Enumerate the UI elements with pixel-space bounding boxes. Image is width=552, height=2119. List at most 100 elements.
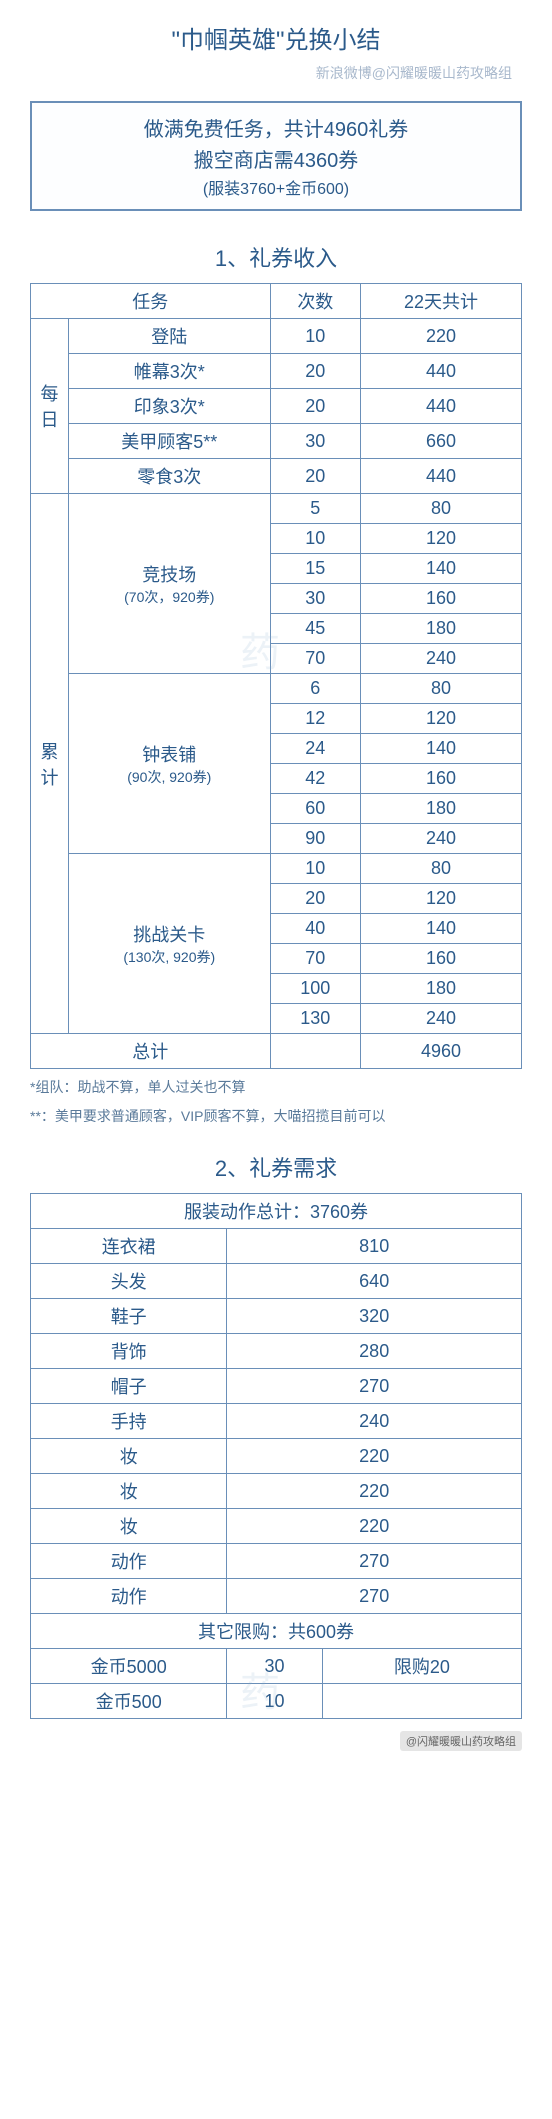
table-row: 零食3次 20 440 [31,459,522,494]
cell: 5 [270,494,361,524]
cell: 12 [270,704,361,734]
cell: 帽子 [31,1369,227,1404]
other-header: 其它限购：共600券 [31,1614,522,1649]
group-label: 挑战关卡 (130次, 920券) [69,854,271,1034]
table-row: 累计 竞技场 (70次，920券) 5 80 [31,494,522,524]
header-count: 次数 [270,284,361,319]
table-row: 妆220 [31,1474,522,1509]
cell: 270 [227,1544,522,1579]
cell: 120 [361,524,522,554]
section2-title: 2、礼券需求 [30,1151,522,1183]
cell: 120 [361,884,522,914]
cell: 280 [227,1334,522,1369]
table-row: 妆220 [31,1439,522,1474]
cell: 320 [227,1299,522,1334]
cell: 10 [270,319,361,354]
cell: 640 [227,1264,522,1299]
cell: 15 [270,554,361,584]
cell: 220 [361,319,522,354]
cell: 220 [227,1439,522,1474]
cell: 660 [361,424,522,459]
cell: 180 [361,794,522,824]
table-row: 动作270 [31,1544,522,1579]
page-title: "巾帼英雄"兑换小结 [30,20,522,55]
cell: 金币500 [31,1684,227,1719]
cell: 妆 [31,1474,227,1509]
cell: 6 [270,674,361,704]
demand-table: 服装动作总计：3760券 连衣裙810 头发640 鞋子320 背饰280 帽子… [30,1193,522,1719]
cell: 440 [361,354,522,389]
summary-line3: (服装3760+金币600) [44,175,508,199]
cell: 140 [361,914,522,944]
table-row: 连衣裙810 [31,1229,522,1264]
table-header-row: 服装动作总计：3760券 [31,1194,522,1229]
cell: 20 [270,884,361,914]
table-header-row: 任务 次数 22天共计 [31,284,522,319]
table-row: 手持240 [31,1404,522,1439]
table-row: 印象3次* 20 440 [31,389,522,424]
cell: 30 [270,424,361,459]
cell: 130 [270,1004,361,1034]
cell: 180 [361,614,522,644]
cell: 70 [270,944,361,974]
cell: 80 [361,674,522,704]
cell: 100 [270,974,361,1004]
table-row: 背饰280 [31,1334,522,1369]
cell: 180 [361,974,522,1004]
cell: 270 [227,1369,522,1404]
table-row: 动作270 [31,1579,522,1614]
cell: 160 [361,944,522,974]
header-task: 任务 [31,284,271,319]
cell: 240 [361,644,522,674]
cell [270,1034,361,1069]
cell: 美甲顾客5** [69,424,271,459]
cumulative-label: 累计 [31,494,69,1034]
group-name: 竞技场 [142,565,196,585]
table-row: 帷幕3次* 20 440 [31,354,522,389]
table-row: 帽子270 [31,1369,522,1404]
cell: 220 [227,1509,522,1544]
cell: 440 [361,459,522,494]
cell: 240 [227,1404,522,1439]
cell: 80 [361,854,522,884]
demand-header: 服装动作总计：3760券 [31,1194,522,1229]
footnote-1: *组队：助战不算，单人过关也不算 [30,1077,522,1098]
cell: 140 [361,734,522,764]
cell: 零食3次 [69,459,271,494]
footnote-2: **：美甲要求普通顾客，VIP顾客不算，大喵招揽目前可以 [30,1106,522,1127]
cell: 连衣裙 [31,1229,227,1264]
table-row: 美甲顾客5** 30 660 [31,424,522,459]
bottom-credit: @闪耀暖暖山药攻略组 [400,1731,522,1751]
daily-label: 每日 [31,319,69,494]
table-row: 钟表铺 (90次, 920券) 6 80 [31,674,522,704]
cell: 440 [361,389,522,424]
cell: 90 [270,824,361,854]
cell: 限购20 [322,1649,521,1684]
summary-box: 做满免费任务，共计4960礼券 搬空商店需4360券 (服装3760+金币600… [30,101,522,211]
cell: 头发 [31,1264,227,1299]
group-sub: (70次，920券) [75,587,264,607]
summary-line1: 做满免费任务，共计4960礼券 [44,113,508,142]
table-row: 金币500 10 [31,1684,522,1719]
cell: 手持 [31,1404,227,1439]
cell: 40 [270,914,361,944]
table-row: 妆220 [31,1509,522,1544]
cell: 45 [270,614,361,644]
table-row: 鞋子320 [31,1299,522,1334]
cell: 登陆 [69,319,271,354]
cell: 印象3次* [69,389,271,424]
table-row: 头发640 [31,1264,522,1299]
group-name: 钟表铺 [142,745,196,765]
cell: 60 [270,794,361,824]
cell: 金币5000 [31,1649,227,1684]
group-label: 竞技场 (70次，920券) [69,494,271,674]
cell: 160 [361,584,522,614]
group-label: 钟表铺 (90次, 920券) [69,674,271,854]
cell: 120 [361,704,522,734]
cell: 70 [270,644,361,674]
total-value: 4960 [361,1034,522,1069]
total-label: 总计 [31,1034,271,1069]
total-row: 总计 4960 [31,1034,522,1069]
cell: 帷幕3次* [69,354,271,389]
cell: 42 [270,764,361,794]
